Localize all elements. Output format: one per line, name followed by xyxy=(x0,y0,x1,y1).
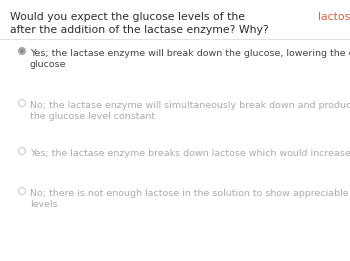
Text: Yes; the lactase enzyme breaks down lactose which would increase the glucose lev: Yes; the lactase enzyme breaks down lact… xyxy=(30,149,350,158)
Text: Yes; the lactase enzyme will break down the glucose, lowering the concentration : Yes; the lactase enzyme will break down … xyxy=(30,49,350,58)
Text: No; there is not enough lactose in the solution to show appreciable change in gl: No; there is not enough lactose in the s… xyxy=(30,189,350,198)
Circle shape xyxy=(20,49,23,52)
Text: glucose: glucose xyxy=(30,60,66,69)
Text: the glucose level constant: the glucose level constant xyxy=(30,112,155,121)
Text: levels: levels xyxy=(30,200,58,209)
Text: No; the lactase enzyme will simultaneously break down and produce glucose, leavi: No; the lactase enzyme will simultaneous… xyxy=(30,101,350,110)
Text: after the addition of the lactase enzyme? Why?: after the addition of the lactase enzyme… xyxy=(10,25,269,35)
Circle shape xyxy=(19,48,26,55)
Text: lactose: lactose xyxy=(318,12,350,22)
Text: Would you expect the glucose levels of the: Would you expect the glucose levels of t… xyxy=(10,12,248,22)
